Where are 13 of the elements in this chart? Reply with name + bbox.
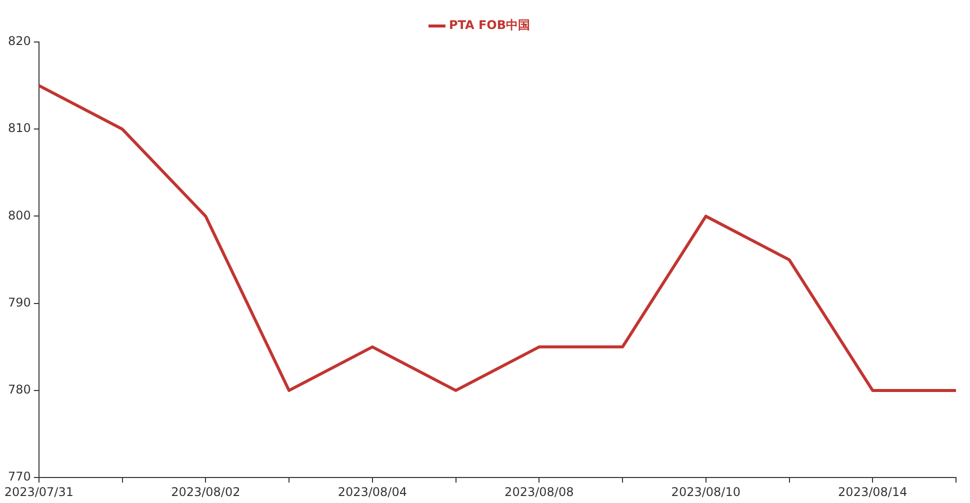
x-tick-label: 2023/08/04 — [338, 484, 407, 499]
y-tick-label: 810 — [8, 121, 31, 136]
x-tick-label: 2023/07/31 — [4, 484, 74, 499]
legend-label: PTA FOB中国 — [448, 18, 530, 32]
y-tick-label: 780 — [8, 382, 31, 397]
y-tick-label: 790 — [8, 295, 31, 310]
x-tick-label: 2023/08/08 — [504, 484, 574, 499]
x-tick-label: 2023/08/14 — [838, 484, 908, 499]
x-tick-label: 2023/08/10 — [671, 484, 740, 499]
y-tick-label: 800 — [8, 208, 31, 222]
y-tick-label: 820 — [8, 34, 31, 48]
y-tick-label: 770 — [8, 470, 31, 484]
x-tick-label: 2023/08/02 — [171, 484, 240, 499]
